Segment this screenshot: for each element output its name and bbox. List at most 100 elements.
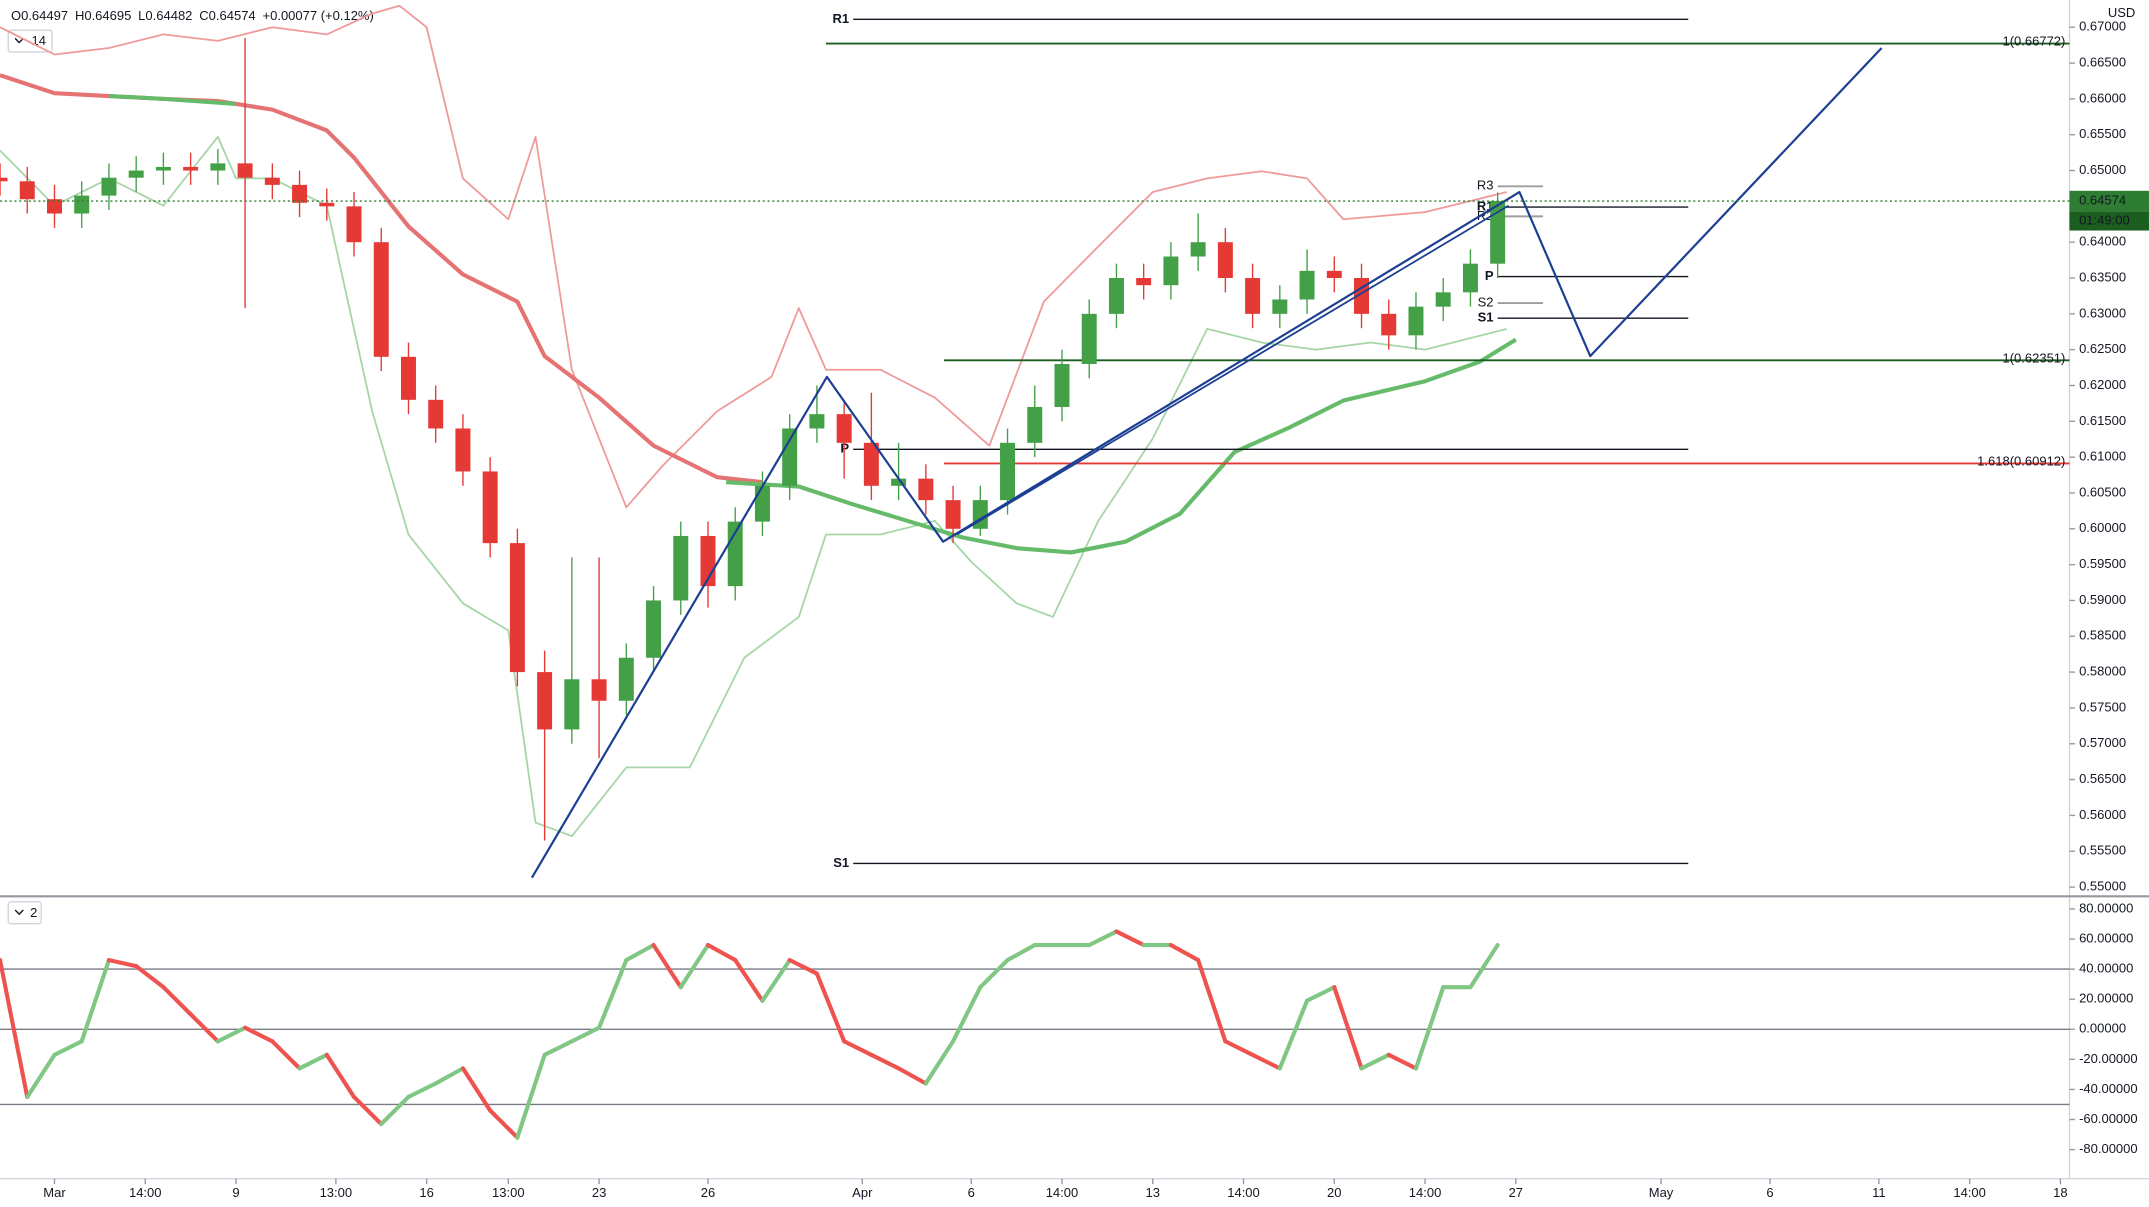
y-tick-label: 80.00000 bbox=[2079, 900, 2133, 915]
oscillator-segment bbox=[542, 1039, 574, 1057]
candle-body bbox=[591, 679, 607, 701]
oscillator-segment bbox=[1304, 985, 1337, 1003]
oscillator-segment bbox=[896, 1066, 928, 1086]
y-tick-label: 0.55000 bbox=[2079, 878, 2126, 893]
candle-body bbox=[400, 356, 416, 400]
candle-body bbox=[646, 600, 662, 658]
legend-item: O0.64497 bbox=[11, 8, 68, 23]
oscillator-segment bbox=[869, 1052, 901, 1071]
indicator-badge[interactable] bbox=[7, 29, 53, 53]
candle-body bbox=[754, 485, 770, 522]
oscillator-segment bbox=[79, 958, 112, 1044]
oscillator-segment bbox=[52, 1039, 84, 1057]
last-price-label: 0.64574 bbox=[2079, 192, 2126, 207]
x-tick-label: 14:00 bbox=[129, 1185, 162, 1200]
oscillator-segment bbox=[733, 958, 765, 1003]
candle-body bbox=[264, 177, 280, 185]
x-tick-label: Mar bbox=[43, 1185, 66, 1200]
candle-body bbox=[1081, 313, 1097, 364]
countdown-box bbox=[2069, 211, 2149, 231]
y-tick-label: 0.66000 bbox=[2079, 90, 2126, 105]
candle-body bbox=[1163, 256, 1179, 286]
y-tick-label: 0.57500 bbox=[2079, 699, 2126, 714]
candle-body bbox=[0, 177, 8, 182]
oscillator-segment bbox=[25, 1052, 57, 1100]
last-price-box bbox=[2069, 190, 2149, 212]
candle-body bbox=[863, 442, 879, 486]
y-tick-label: 0.62000 bbox=[2079, 377, 2126, 392]
oscillator-segment bbox=[1332, 985, 1364, 1071]
candle-body bbox=[101, 177, 117, 196]
y-tick-label: 0.65000 bbox=[2079, 162, 2126, 177]
y-tick-label: 0.63000 bbox=[2079, 305, 2126, 320]
level-label: S1 bbox=[1478, 310, 1494, 325]
candle-body bbox=[891, 478, 907, 486]
legend-item: +0.00077 (+0.12%) bbox=[263, 8, 374, 23]
oscillator-segment bbox=[624, 942, 656, 963]
oscillator-segment bbox=[814, 971, 847, 1044]
candle-body bbox=[1381, 313, 1397, 336]
level-label: P bbox=[1485, 268, 1494, 283]
y-tick-label: 0.56500 bbox=[2079, 771, 2126, 786]
y-tick-label: -20.00000 bbox=[2079, 1051, 2138, 1066]
oscillator-segment bbox=[324, 1052, 357, 1100]
x-tick-label: 14:00 bbox=[1409, 1185, 1442, 1200]
x-tick-label: 27 bbox=[1509, 1185, 1523, 1200]
candle-body bbox=[1000, 442, 1016, 501]
overlay-line bbox=[108, 93, 1517, 555]
candle-body bbox=[74, 195, 90, 214]
y-tick-label: 0.61000 bbox=[2079, 449, 2126, 464]
y-tick-label: 0.61500 bbox=[2079, 413, 2126, 428]
oscillator-segment bbox=[1196, 958, 1228, 1044]
candle-body bbox=[1245, 278, 1261, 314]
x-tick-label: 14:00 bbox=[1953, 1185, 1986, 1200]
y-tick-label: 0.60500 bbox=[2079, 484, 2126, 499]
x-tick-label: 14:00 bbox=[1227, 1185, 1260, 1200]
ohlc-legend: O0.64497 H0.64695 L0.64482 C0.64574 +0.00077… bbox=[11, 8, 374, 23]
candle-body bbox=[1108, 278, 1124, 314]
oscillator-segment bbox=[1005, 942, 1037, 963]
candle-body bbox=[292, 184, 308, 203]
level-label: S2 bbox=[1478, 295, 1494, 310]
y-tick-label: 0.63500 bbox=[2079, 269, 2126, 284]
oscillator-segment bbox=[406, 1081, 438, 1100]
candle-body bbox=[1435, 292, 1451, 307]
oscillator-segment bbox=[651, 942, 683, 990]
candle-body bbox=[455, 428, 471, 472]
oscillator-segment bbox=[1468, 942, 1500, 990]
candle-body bbox=[1354, 278, 1369, 314]
x-tick-label: 14:00 bbox=[1046, 1185, 1079, 1200]
y-tick-label: 0.58000 bbox=[2079, 664, 2126, 679]
y-tick-label: 20.00000 bbox=[2079, 991, 2133, 1006]
y-tick-label: 0.64000 bbox=[2079, 234, 2126, 249]
candle-body bbox=[673, 535, 689, 601]
candle-body bbox=[1490, 201, 1506, 264]
y-tick-label: 0.59500 bbox=[2079, 556, 2126, 571]
y-tick-label: 60.00000 bbox=[2079, 930, 2133, 945]
oscillator-badge[interactable] bbox=[7, 901, 42, 925]
oscillator-segment bbox=[1087, 929, 1119, 948]
x-tick-label: 11 bbox=[1872, 1185, 1886, 1200]
y-tick-label: 0.58500 bbox=[2079, 628, 2126, 643]
x-tick-label: 23 bbox=[592, 1185, 606, 1200]
y-tick-label: -40.00000 bbox=[2079, 1081, 2138, 1096]
y-tick-label: 0.57000 bbox=[2079, 735, 2126, 750]
oscillator-segment bbox=[0, 958, 30, 1100]
candle-body bbox=[128, 170, 144, 178]
candle-body bbox=[945, 500, 961, 529]
legend-item: L0.64482 bbox=[138, 8, 192, 23]
candle-body bbox=[1190, 242, 1206, 257]
x-tick-label: 18 bbox=[2053, 1185, 2067, 1200]
x-tick-label: May bbox=[1649, 1185, 1674, 1200]
overlay-line bbox=[0, 135, 1507, 838]
oscillator-segment bbox=[1168, 942, 1201, 963]
y-tick-label: 0.66500 bbox=[2079, 54, 2126, 69]
oscillator-segment bbox=[270, 1039, 302, 1071]
oscillator-segment bbox=[134, 964, 166, 990]
candle-body bbox=[836, 414, 852, 443]
overlay-line bbox=[0, 4, 1507, 509]
candle-body bbox=[509, 543, 525, 673]
candle-body bbox=[537, 672, 553, 730]
